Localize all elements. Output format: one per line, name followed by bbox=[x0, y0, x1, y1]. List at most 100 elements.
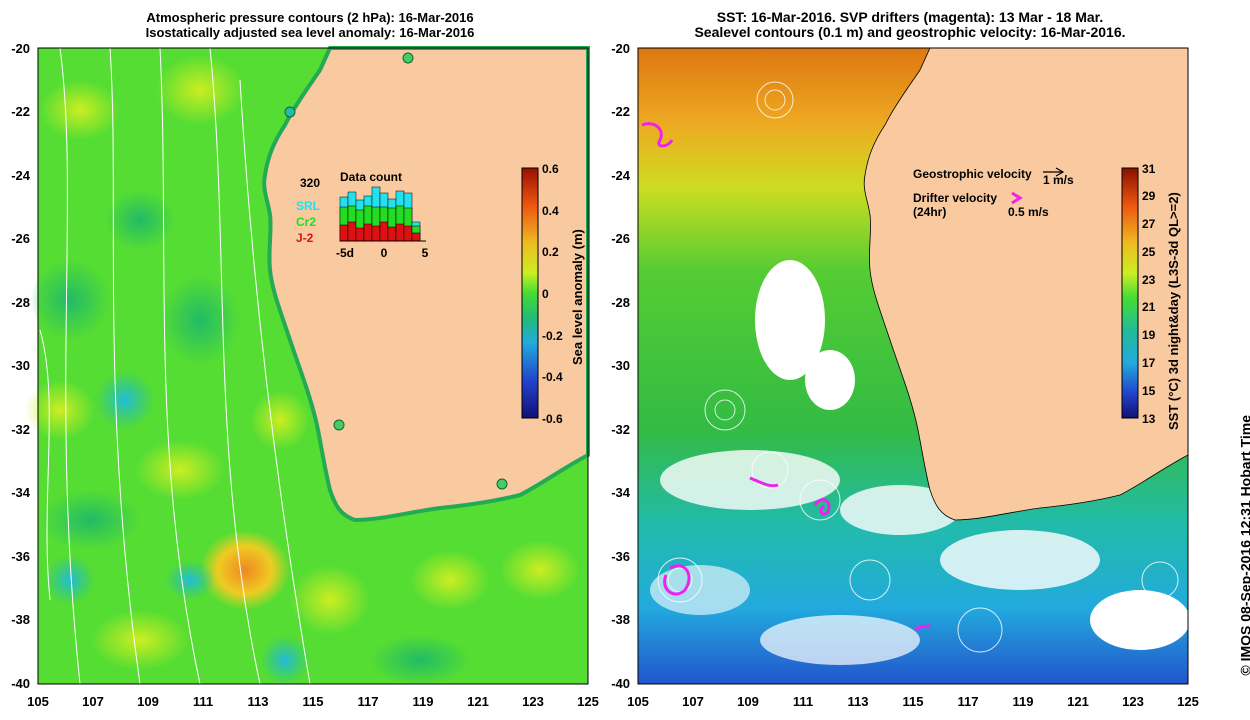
svg-text:113: 113 bbox=[248, 694, 269, 709]
svg-text:SRL: SRL bbox=[296, 199, 320, 213]
svg-text:-22: -22 bbox=[611, 104, 630, 119]
right-title-line1: SST: 16-Mar-2016. SVP drifters (magenta)… bbox=[716, 9, 1104, 25]
svg-text:-5d: -5d bbox=[336, 246, 354, 260]
svg-text:23: 23 bbox=[1142, 273, 1156, 287]
svg-text:121: 121 bbox=[1067, 694, 1089, 709]
svg-text:115: 115 bbox=[303, 694, 324, 709]
right-x-ticks: 105 107 109 111 113 115 117 119 121 123 … bbox=[627, 694, 1199, 709]
svg-text:123: 123 bbox=[522, 694, 544, 709]
svg-text:109: 109 bbox=[137, 694, 159, 709]
svg-text:-0.4: -0.4 bbox=[542, 370, 563, 384]
inset-bars bbox=[339, 186, 421, 242]
credit-text: © IMOS 08-Sep-2016 12:31 Hobart Time bbox=[1238, 415, 1250, 676]
svg-text:-38: -38 bbox=[611, 612, 630, 627]
land-australia bbox=[262, 46, 590, 523]
svg-text:117: 117 bbox=[358, 694, 379, 709]
svg-text:27: 27 bbox=[1142, 217, 1156, 231]
svg-text:111: 111 bbox=[793, 694, 813, 709]
svg-text:0.5 m/s: 0.5 m/s bbox=[1008, 205, 1049, 219]
svg-text:-24: -24 bbox=[611, 168, 631, 183]
svg-text:13: 13 bbox=[1142, 412, 1156, 426]
svg-text:0: 0 bbox=[381, 246, 388, 260]
svg-text:19: 19 bbox=[1142, 328, 1156, 342]
svg-text:-40: -40 bbox=[611, 676, 630, 691]
right-y-ticks: -20 -22 -24 -26 -28 -30 -32 -34 -36 -38 … bbox=[611, 41, 631, 691]
svg-text:0: 0 bbox=[542, 287, 549, 301]
svg-text:-28: -28 bbox=[11, 295, 30, 310]
svg-text:-0.6: -0.6 bbox=[542, 412, 563, 426]
svg-text:-38: -38 bbox=[11, 612, 30, 627]
sla-colorbar bbox=[521, 167, 539, 419]
sst-colorbar-ticks: 31 29 27 25 23 21 19 17 15 13 bbox=[1142, 162, 1156, 426]
drifter-tracks bbox=[641, 122, 931, 632]
svg-text:105: 105 bbox=[27, 694, 49, 709]
svg-text:-20: -20 bbox=[11, 41, 30, 56]
svg-text:-26: -26 bbox=[11, 231, 30, 246]
svg-text:Data count: Data count bbox=[340, 170, 402, 184]
svg-text:119: 119 bbox=[413, 694, 434, 709]
svg-text:125: 125 bbox=[577, 694, 599, 709]
land-australia-right bbox=[863, 47, 1189, 521]
svg-text:320: 320 bbox=[300, 176, 320, 190]
svg-text:5: 5 bbox=[422, 246, 429, 260]
svg-text:-34: -34 bbox=[611, 485, 631, 500]
svg-text:111: 111 bbox=[193, 694, 213, 709]
svg-text:115: 115 bbox=[903, 694, 924, 709]
svg-text:-30: -30 bbox=[11, 358, 30, 373]
svg-text:(24hr): (24hr) bbox=[913, 205, 946, 219]
svg-text:17: 17 bbox=[1142, 356, 1156, 370]
svg-text:-30: -30 bbox=[611, 358, 630, 373]
svg-text:Cr2: Cr2 bbox=[296, 215, 316, 229]
svg-text:-40: -40 bbox=[11, 676, 30, 691]
svg-text:-32: -32 bbox=[611, 422, 630, 437]
data-count-inset: Data count 320 SRL Cr2 J-2 bbox=[296, 170, 429, 260]
right-title: SST: 16-Mar-2016. SVP drifters (magenta)… bbox=[630, 10, 1190, 40]
gauge-stations bbox=[284, 52, 508, 490]
svg-text:107: 107 bbox=[82, 694, 104, 709]
svg-text:0.2: 0.2 bbox=[542, 245, 559, 259]
left-title: Atmospheric pressure contours (2 hPa): 1… bbox=[30, 10, 590, 40]
svg-text:-26: -26 bbox=[611, 231, 630, 246]
svg-text:117: 117 bbox=[958, 694, 979, 709]
svg-text:107: 107 bbox=[682, 694, 704, 709]
sst-colorbar-label: SST (°C) 3d night&day (L3S-3d QL>=2) bbox=[1166, 192, 1181, 430]
left-title-line2: Isostatically adjusted sea level anomaly… bbox=[145, 25, 475, 40]
sealevel-contours bbox=[657, 81, 1179, 653]
sst-colorbar bbox=[1121, 167, 1139, 419]
svg-text:121: 121 bbox=[467, 694, 489, 709]
svg-text:-24: -24 bbox=[11, 168, 31, 183]
svg-text:-20: -20 bbox=[611, 41, 630, 56]
svg-text:105: 105 bbox=[627, 694, 649, 709]
svg-text:-36: -36 bbox=[611, 549, 630, 564]
svg-text:21: 21 bbox=[1142, 300, 1156, 314]
pressure-contours bbox=[39, 47, 311, 685]
svg-text:Drifter velocity: Drifter velocity bbox=[913, 191, 997, 205]
svg-text:-28: -28 bbox=[611, 295, 630, 310]
svg-text:125: 125 bbox=[1177, 694, 1199, 709]
svg-text:109: 109 bbox=[737, 694, 759, 709]
svg-text:113: 113 bbox=[848, 694, 869, 709]
sla-colorbar-ticks: 0.6 0.4 0.2 0 -0.2 -0.4 -0.6 bbox=[542, 162, 563, 426]
svg-text:-34: -34 bbox=[11, 485, 31, 500]
svg-text:1 m/s: 1 m/s bbox=[1043, 173, 1074, 187]
velocity-legend: Geostrophic velocity 1 m/s Drifter veloc… bbox=[913, 167, 1074, 219]
sla-colorbar-label: Sea level anomaly (m) bbox=[570, 229, 585, 365]
svg-text:123: 123 bbox=[1122, 694, 1144, 709]
svg-text:29: 29 bbox=[1142, 189, 1156, 203]
right-title-line2: Sealevel contours (0.1 m) and geostrophi… bbox=[694, 24, 1126, 40]
left-x-ticks: 105 107 109 111 113 115 117 119 121 123 … bbox=[27, 694, 599, 709]
svg-text:119: 119 bbox=[1013, 694, 1034, 709]
svg-text:25: 25 bbox=[1142, 245, 1156, 259]
svg-text:0.6: 0.6 bbox=[542, 162, 559, 176]
sla-field bbox=[25, 55, 580, 685]
svg-text:15: 15 bbox=[1142, 384, 1156, 398]
svg-text:0.4: 0.4 bbox=[542, 204, 559, 218]
svg-text:-32: -32 bbox=[11, 422, 30, 437]
svg-text:-36: -36 bbox=[11, 549, 30, 564]
left-y-ticks: -20 -22 -24 -26 -28 -30 -32 -34 -36 -38 … bbox=[11, 41, 31, 691]
left-map[interactable]: -20 -22 -24 -26 -28 -30 -32 -34 -36 -38 … bbox=[0, 0, 620, 720]
svg-text:-22: -22 bbox=[11, 104, 30, 119]
right-map[interactable]: -20 -22 -24 -26 -28 -30 -32 -34 -36 -38 … bbox=[600, 0, 1250, 720]
svg-text:J-2: J-2 bbox=[296, 231, 314, 245]
cloud-gaps bbox=[650, 260, 1190, 665]
